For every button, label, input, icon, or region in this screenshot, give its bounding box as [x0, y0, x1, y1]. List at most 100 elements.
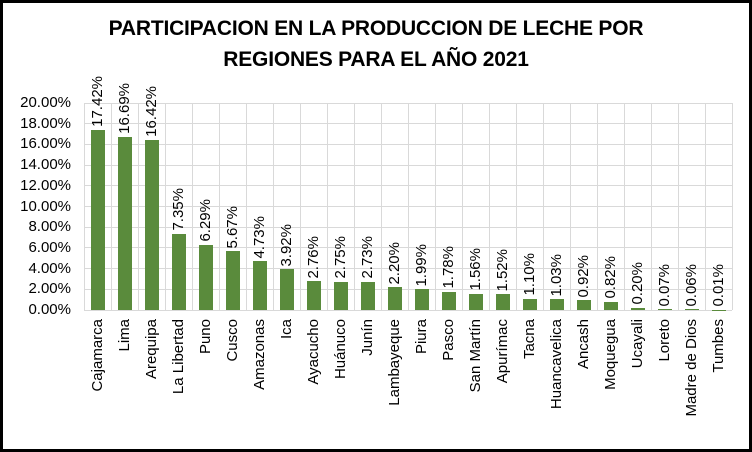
- category-label-lima: Lima: [115, 319, 133, 352]
- bar-value-label-loreto: 0.07%: [655, 263, 673, 307]
- bar-pasco: [441, 291, 456, 310]
- category-label-junin: Junín: [358, 319, 376, 356]
- gridline-vertical: [731, 103, 733, 310]
- gridline-vertical: [623, 103, 625, 310]
- bar-huanuco: [333, 281, 348, 310]
- gridline-vertical: [164, 103, 166, 310]
- bar-value-label-cajamarca: 17.42%: [88, 75, 106, 127]
- gridline-vertical: [515, 103, 517, 310]
- y-axis-tick-label: 10.00%: [20, 197, 71, 215]
- category-label-amazonas: Amazonas: [250, 319, 268, 390]
- bar-value-label-amazonas: 4.73%: [250, 215, 268, 259]
- category-label-moquegua: Moquegua: [601, 319, 619, 390]
- gridline-vertical: [542, 103, 544, 310]
- bar-madre-de-dios: [684, 309, 699, 310]
- bar-value-label-cusco: 5.67%: [223, 205, 241, 249]
- bar-la-libertad: [171, 233, 186, 310]
- category-label-apurimac: Apurímac: [493, 319, 511, 384]
- bar-san-martin: [468, 293, 483, 310]
- bar-ancash: [576, 300, 591, 310]
- bar-tacna: [522, 298, 537, 310]
- category-label-lambayeque: Lambayeque: [385, 319, 403, 406]
- category-label-piura: Piura: [412, 319, 430, 355]
- bar-value-label-lambayeque: 2.20%: [385, 241, 403, 285]
- y-axis-tick-label: 14.00%: [20, 156, 71, 174]
- bar-huancavelica: [549, 299, 564, 310]
- gridline-vertical: [218, 103, 220, 310]
- bar-value-label-tacna: 1.10%: [520, 253, 538, 296]
- y-axis-tick-label: 0.00%: [28, 301, 71, 318]
- bar-value-label-lima: 16.69%: [115, 83, 133, 135]
- category-label-ica: Ica: [277, 319, 295, 340]
- gridline-vertical: [245, 103, 247, 310]
- y-axis-tick-label: 18.00%: [20, 114, 71, 132]
- bar-value-label-puno: 6.29%: [196, 199, 214, 242]
- bar-loreto: [657, 309, 672, 310]
- category-label-loreto: Loreto: [655, 319, 673, 362]
- gridline-vertical: [434, 103, 436, 310]
- gridline-vertical: [569, 103, 571, 310]
- gridline-vertical: [488, 103, 490, 310]
- bar-moquegua: [603, 301, 618, 310]
- category-label-arequipa: Arequipa: [142, 319, 160, 380]
- category-label-pasco: Pasco: [439, 319, 457, 361]
- category-label-tumbes: Tumbes: [709, 319, 727, 373]
- chart-title: PARTICIPACION EN LA PRODUCCION DE LECHE …: [3, 13, 749, 75]
- bar-lambayeque: [387, 287, 402, 310]
- gridline-vertical: [596, 103, 598, 310]
- bar-apurimac: [495, 294, 510, 310]
- gridline-vertical: [110, 103, 112, 310]
- bar-value-label-ancash: 0.92%: [574, 254, 592, 298]
- bar-ucayali: [630, 307, 645, 310]
- bar-puno: [198, 244, 213, 310]
- chart-title-line-1: PARTICIPACION EN LA PRODUCCION DE LECHE …: [108, 17, 644, 40]
- gridline-horizontal: [84, 309, 732, 311]
- bar-value-label-tumbes: 0.01%: [709, 264, 727, 307]
- bar-arequipa: [144, 140, 159, 310]
- category-label-cajamarca: Cajamarca: [88, 319, 106, 392]
- y-axis-tick-label: 8.00%: [28, 218, 71, 236]
- gridline-vertical: [299, 103, 301, 310]
- bar-cajamarca: [90, 129, 105, 310]
- category-label-huancavelica: Huancavelica: [547, 319, 565, 410]
- plot-area: 0.00% 2.00% 4.00% 6.00% 8.00% 10.00% 12.00% 14.…: [3, 3, 749, 449]
- gridline-vertical: [191, 103, 193, 310]
- gridline-vertical: [650, 103, 652, 310]
- category-label-huanuco: Huánuco: [331, 319, 349, 380]
- category-label-la-libertad: La Libertad: [169, 319, 187, 395]
- bar-value-label-la-libertad: 7.35%: [169, 188, 187, 231]
- bar-ica: [279, 269, 294, 310]
- bar-value-label-arequipa: 16.42%: [142, 86, 160, 138]
- y-axis-tick-label: 16.00%: [20, 135, 71, 153]
- category-label-ucayali: Ucayali: [628, 319, 646, 369]
- bar-value-label-moquegua: 0.82%: [601, 255, 619, 299]
- bar-value-label-piura: 1.99%: [412, 243, 430, 287]
- bar-value-label-huancavelica: 1.03%: [547, 253, 565, 297]
- bar-piura: [414, 289, 429, 310]
- bar-value-label-madre-de-dios: 0.06%: [682, 263, 700, 307]
- y-axis-tick-label: 6.00%: [28, 238, 71, 256]
- category-label-cusco: Cusco: [223, 319, 241, 362]
- bar-value-label-junin: 2.73%: [358, 236, 376, 279]
- y-axis-tick-label: 4.00%: [28, 259, 71, 277]
- y-axis-tick-label: 2.00%: [28, 280, 71, 298]
- gridline-vertical: [677, 103, 679, 310]
- bar-value-label-san-martin: 1.56%: [466, 248, 484, 291]
- bar-amazonas: [252, 261, 267, 310]
- category-label-puno: Puno: [196, 319, 214, 355]
- gridline-vertical: [704, 103, 706, 310]
- gridline-vertical: [83, 103, 85, 310]
- category-label-madre-de-dios: Madre de Dios: [682, 319, 700, 417]
- y-axis-tick-label: 20.00%: [20, 94, 71, 111]
- gridline-vertical: [353, 103, 355, 310]
- bar-junin: [360, 281, 375, 310]
- category-label-ayacucho: Ayacucho: [304, 319, 322, 385]
- bar-value-label-huanuco: 2.75%: [331, 236, 349, 279]
- bar-value-label-ayacucho: 2.76%: [304, 235, 322, 279]
- bar-value-label-ucayali: 0.20%: [628, 262, 646, 305]
- bar-value-label-pasco: 1.78%: [439, 246, 457, 289]
- bar-value-label-ica: 3.92%: [277, 223, 295, 267]
- bar-lima: [117, 137, 132, 310]
- category-label-ancash: Ancash: [574, 319, 592, 370]
